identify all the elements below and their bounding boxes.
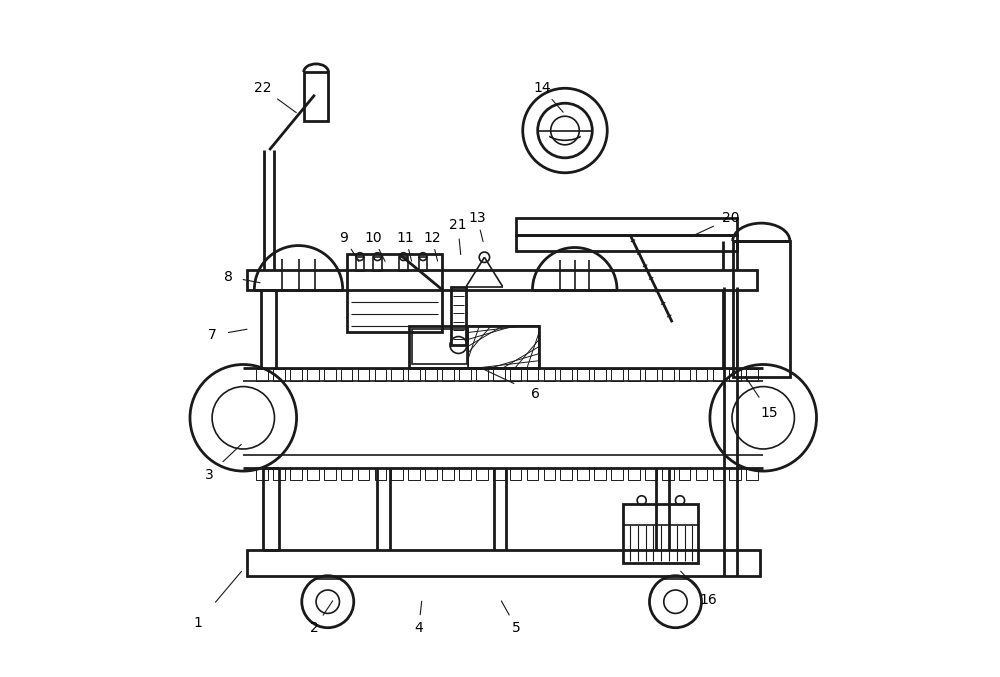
Text: 22: 22 [254,81,272,95]
Bar [493,369,505,380]
Bar [399,257,408,271]
Bar [425,369,437,380]
Bar [408,369,420,380]
Text: 8: 8 [224,269,233,284]
Bar [476,468,488,480]
Bar [611,468,623,480]
Bar [468,326,539,368]
Bar [696,468,707,480]
Bar [679,468,690,480]
Text: 16: 16 [699,593,717,607]
Bar [577,369,589,380]
Text: 21: 21 [449,218,467,232]
Bar [412,329,467,364]
Bar [713,369,724,380]
Bar [273,468,285,480]
Text: 6: 6 [531,387,540,401]
Bar [733,241,790,378]
Bar [375,468,386,480]
Bar [623,504,698,563]
Bar [341,468,352,480]
Bar [256,369,268,380]
Bar [746,369,758,380]
Text: 15: 15 [761,406,779,420]
Bar [696,369,707,380]
Bar [729,369,741,380]
Bar [476,369,488,380]
Bar [408,468,420,480]
Text: 5: 5 [512,621,521,635]
Bar [256,468,268,480]
Text: 2: 2 [310,621,319,635]
Text: 1: 1 [193,616,202,630]
Bar [324,468,336,480]
Bar [645,369,657,380]
Bar [679,369,690,380]
Text: 13: 13 [468,211,486,225]
Bar [304,72,328,121]
Bar [451,286,466,345]
Bar [442,468,454,480]
Bar [544,468,555,480]
Bar [594,468,606,480]
Text: 14: 14 [533,81,551,95]
Text: 9: 9 [340,231,348,245]
Bar [527,369,538,380]
Bar [544,369,555,380]
Text: 3: 3 [204,468,213,482]
Bar [645,468,657,480]
Bar [247,270,757,290]
Bar [391,468,403,480]
Bar [628,468,640,480]
Bar [662,369,674,380]
Bar [628,369,640,380]
Bar [347,254,442,332]
Bar [307,369,319,380]
Text: 7: 7 [208,328,217,343]
Bar [409,326,539,368]
Bar [662,468,674,480]
Bar [290,468,302,480]
Bar [611,369,623,380]
Bar [324,369,336,380]
Bar [729,468,741,480]
Bar [516,234,737,250]
Bar [594,369,606,380]
Bar [516,218,737,234]
Bar [391,369,403,380]
Bar [419,257,427,271]
Text: 4: 4 [414,621,423,635]
Text: 20: 20 [722,211,739,225]
Bar [713,468,724,480]
Bar [307,468,319,480]
Bar [290,369,302,380]
Bar [373,257,382,271]
Bar [510,369,521,380]
Bar [273,369,285,380]
Bar [375,369,386,380]
Text: 11: 11 [397,231,415,245]
Bar [560,369,572,380]
Bar [510,468,521,480]
Bar [746,468,758,480]
Bar [247,550,760,575]
Bar [358,468,369,480]
Bar [459,468,471,480]
Bar [358,369,369,380]
Bar [527,468,538,480]
Bar [442,369,454,380]
Bar [459,369,471,380]
Bar [425,468,437,480]
Text: 10: 10 [364,231,382,245]
Bar [560,468,572,480]
Bar [356,257,364,271]
Bar [577,468,589,480]
Text: 12: 12 [423,231,441,245]
Bar [493,468,505,480]
Bar [341,369,352,380]
